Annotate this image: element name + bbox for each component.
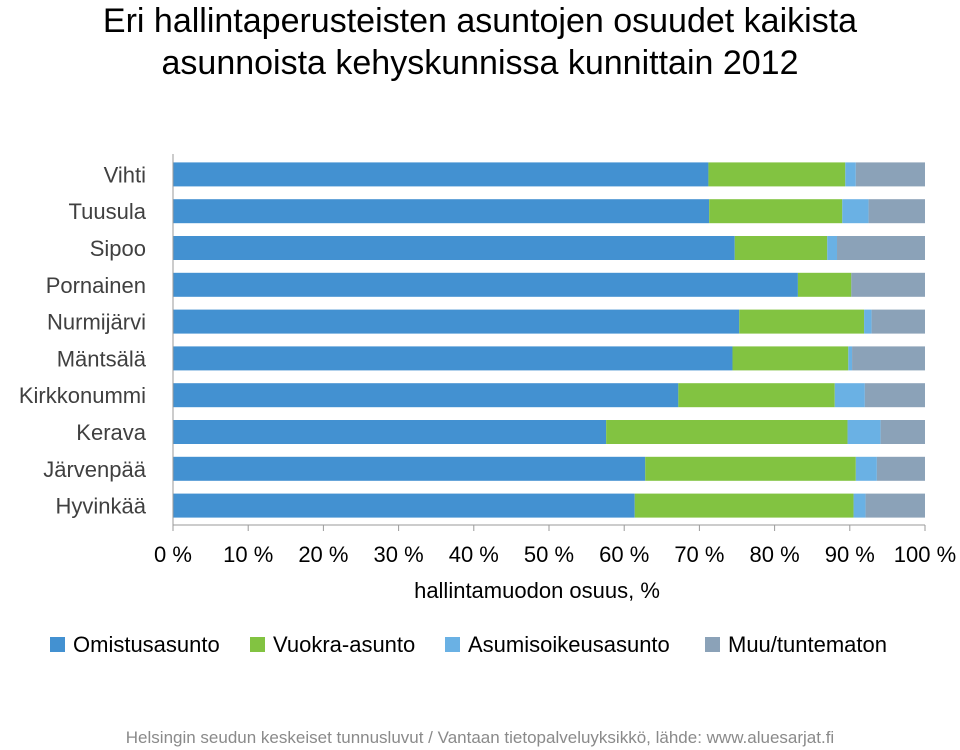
chart-title-line-1: Eri hallintaperusteisten asuntojen osuud… <box>102 2 858 40</box>
bar-hyvinkaa-vuokra-asunto <box>634 493 854 518</box>
x-tick-label-2: 20 % <box>298 542 348 567</box>
x-tick-label-0: 0 % <box>154 542 192 567</box>
bar-kirkkonummi-vuokra-asunto <box>678 383 835 408</box>
bar-mantsala-omistusasunto <box>173 346 733 371</box>
chart-title-line-2: asunnoista kehyskunnissa kunnittain 2012 <box>161 44 799 82</box>
category-label-mantsala: Mäntsälä <box>57 346 147 371</box>
bar-hyvinkaa-asumisoikeusasunto <box>853 493 866 518</box>
legend-label-asumisoikeusasunto: Asumisoikeusasunto <box>468 632 670 657</box>
legend-label-omistusasunto: Omistusasunto <box>73 632 220 657</box>
category-label-kerava: Kerava <box>76 420 146 445</box>
x-tick-label-3: 30 % <box>374 542 424 567</box>
x-tick-label-9: 90 % <box>825 542 875 567</box>
category-label-tuusula: Tuusula <box>69 199 147 224</box>
category-label-hyvinkaa: Hyvinkää <box>56 494 147 519</box>
bar-hyvinkaa-omistusasunto <box>173 493 635 518</box>
category-label-sipoo: Sipoo <box>90 236 146 261</box>
legend-label-vuokra-asunto: Vuokra-asunto <box>273 632 415 657</box>
bar-sipoo-asumisoikeusasunto <box>827 236 838 260</box>
bar-vihti-muu-tuntematon <box>855 162 925 187</box>
bar-kerava-asumisoikeusasunto <box>847 420 881 444</box>
bar-mantsala-muu-tuntematon <box>852 346 925 371</box>
bar-jarvenpaa-omistusasunto <box>173 456 646 481</box>
x-tick-label-5: 50 % <box>524 542 574 567</box>
legend-swatch-asumisoikeusasunto <box>445 637 460 652</box>
category-label-nurmijarvi: Nurmijärvi <box>47 310 146 335</box>
stacked-bar-chart: Vihti Tuusula Sipoo Pornainen Nurmijärvi Mänt… <box>19 154 956 657</box>
bar-vihti-asumisoikeusasunto <box>845 162 856 187</box>
bar-tuusula-muu-tuntematon <box>868 199 925 224</box>
bar-vihti-vuokra-asunto <box>708 162 846 187</box>
bar-sipoo-muu-tuntematon <box>837 236 925 260</box>
bar-pornainen-vuokra-asunto <box>797 272 852 297</box>
bar-kerava-vuokra-asunto <box>606 420 848 444</box>
bar-nurmijarvi-omistusasunto <box>173 309 740 334</box>
bar-kirkkonummi-asumisoikeusasunto <box>834 383 865 408</box>
category-label-kirkkonummi: Kirkkonummi <box>19 383 146 408</box>
bar-nurmijarvi-asumisoikeusasunto <box>864 309 872 334</box>
bar-jarvenpaa-asumisoikeusasunto <box>855 456 877 481</box>
bar-kerava-muu-tuntematon <box>880 420 925 444</box>
source-footer: Helsingin seudun keskeiset tunnusluvut /… <box>125 728 835 747</box>
legend-label-muu-tuntematon: Muu/tuntematon <box>728 632 887 657</box>
bar-tuusula-vuokra-asunto <box>709 199 843 224</box>
bar-tuusula-asumisoikeusasunto <box>842 199 869 224</box>
bar-pornainen-omistusasunto <box>173 272 798 297</box>
chart-title: Eri hallintaperusteisten asuntojen osuud… <box>0 0 960 84</box>
category-label-vihti: Vihti <box>104 162 146 187</box>
bar-sipoo-omistusasunto <box>173 236 735 260</box>
bar-tuusula-omistusasunto <box>173 199 710 224</box>
bar-kirkkonummi-omistusasunto <box>173 383 679 408</box>
x-tick-label-10: 100 % <box>894 542 956 567</box>
bar-nurmijarvi-muu-tuntematon <box>871 309 925 334</box>
bar-jarvenpaa-vuokra-asunto <box>645 456 856 481</box>
bar-jarvenpaa-muu-tuntematon <box>876 456 925 481</box>
x-axis-title: hallintamuodon osuus, % <box>414 578 660 603</box>
x-tick-label-6: 60 % <box>599 542 649 567</box>
bar-kerava-omistusasunto <box>173 420 607 444</box>
legend-swatch-omistusasunto <box>50 637 65 652</box>
bar-hyvinkaa-muu-tuntematon <box>865 493 925 518</box>
bar-mantsala-asumisoikeusasunto <box>848 346 853 371</box>
bar-nurmijarvi-vuokra-asunto <box>739 309 865 334</box>
bar-pornainen-muu-tuntematon <box>851 272 925 297</box>
bar-kirkkonummi-muu-tuntematon <box>864 383 925 408</box>
x-tick-label-8: 80 % <box>750 542 800 567</box>
category-label-jarvenpaa: Järvenpää <box>43 457 147 482</box>
x-tick-label-4: 40 % <box>449 542 499 567</box>
bar-mantsala-vuokra-asunto <box>732 346 849 371</box>
legend-swatch-vuokra-asunto <box>250 637 265 652</box>
bar-vihti-omistusasunto <box>173 162 709 187</box>
legend-swatch-muu-tuntematon <box>705 637 720 652</box>
category-label-pornainen: Pornainen <box>46 273 146 298</box>
bar-sipoo-vuokra-asunto <box>734 236 828 260</box>
x-tick-label-7: 70 % <box>674 542 724 567</box>
x-tick-label-1: 10 % <box>223 542 273 567</box>
